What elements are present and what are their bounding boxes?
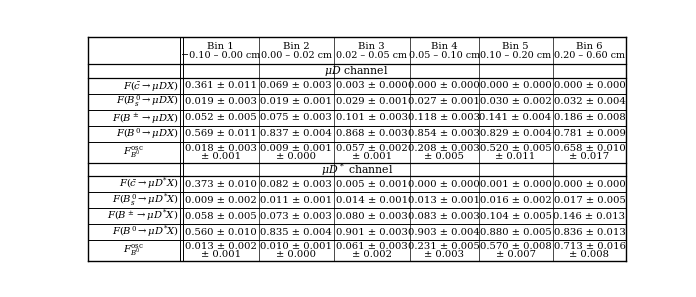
Text: 0.835 ± 0.004: 0.835 ± 0.004 — [260, 228, 332, 237]
Text: 0.061 ± 0.003: 0.061 ± 0.003 — [336, 242, 408, 251]
Text: Bin 4: Bin 4 — [431, 42, 457, 50]
Text: 0.104 ± 0.005: 0.104 ± 0.005 — [480, 212, 551, 221]
Text: ± 0.002: ± 0.002 — [351, 250, 392, 259]
Text: ± 0.011: ± 0.011 — [496, 152, 536, 161]
Text: 0.836 ± 0.013: 0.836 ± 0.013 — [553, 228, 625, 237]
Text: ± 0.001: ± 0.001 — [351, 152, 392, 161]
Text: 0.560 ± 0.010: 0.560 ± 0.010 — [185, 228, 257, 237]
Text: 0.019 ± 0.003: 0.019 ± 0.003 — [185, 97, 257, 106]
Text: 0.009 ± 0.001: 0.009 ± 0.001 — [260, 144, 332, 153]
Text: 0.118 ± 0.003: 0.118 ± 0.003 — [408, 113, 480, 122]
Text: 0.231 ± 0.005: 0.231 ± 0.005 — [408, 242, 480, 251]
Text: 0.010 ± 0.001: 0.010 ± 0.001 — [260, 242, 332, 251]
Text: 0.373 ± 0.010: 0.373 ± 0.010 — [185, 180, 257, 189]
Text: $F_{B^0}^{\rm osc}$: $F_{B^0}^{\rm osc}$ — [123, 243, 145, 258]
Text: 0.146 ± 0.013: 0.146 ± 0.013 — [553, 212, 626, 221]
Text: 0.000 ± 0.000: 0.000 ± 0.000 — [409, 180, 480, 189]
Text: 0.569 ± 0.011: 0.569 ± 0.011 — [185, 129, 257, 138]
Text: 0.018 ± 0.003: 0.018 ± 0.003 — [185, 144, 257, 153]
Text: $F(B_s^0\rightarrow\mu DX)$: $F(B_s^0\rightarrow\mu DX)$ — [116, 94, 179, 109]
Text: $F(B^\pm\rightarrow\mu DX)$: $F(B^\pm\rightarrow\mu DX)$ — [112, 111, 179, 125]
Text: 0.069 ± 0.003: 0.069 ± 0.003 — [260, 81, 332, 90]
Text: 0.000 ± 0.000: 0.000 ± 0.000 — [409, 81, 480, 90]
Text: 0.058 ± 0.005: 0.058 ± 0.005 — [185, 212, 257, 221]
Text: 0.029 ± 0.001: 0.029 ± 0.001 — [336, 97, 408, 106]
Text: 0.013 ± 0.002: 0.013 ± 0.002 — [185, 242, 257, 251]
Text: $F(B_s^0\rightarrow\mu D^{*}X)$: $F(B_s^0\rightarrow\mu D^{*}X)$ — [111, 192, 179, 209]
Text: $F_{B^0}^{\rm osc}$: $F_{B^0}^{\rm osc}$ — [123, 145, 145, 160]
Text: 0.903 ± 0.004: 0.903 ± 0.004 — [408, 228, 480, 237]
Text: $F(B^\pm\rightarrow\mu D^{*}X)$: $F(B^\pm\rightarrow\mu D^{*}X)$ — [107, 208, 179, 225]
Text: ± 0.001: ± 0.001 — [200, 152, 241, 161]
Text: 0.027 ± 0.001: 0.027 ± 0.001 — [408, 97, 480, 106]
Text: 0.101 ± 0.003: 0.101 ± 0.003 — [335, 113, 408, 122]
Text: 0.658 ± 0.010: 0.658 ± 0.010 — [553, 144, 625, 153]
Text: 0.000 ± 0.000: 0.000 ± 0.000 — [480, 81, 551, 90]
Text: $F(B^0\rightarrow\mu D^{*}X)$: $F(B^0\rightarrow\mu D^{*}X)$ — [111, 224, 179, 241]
Text: 0.011 ± 0.001: 0.011 ± 0.001 — [260, 196, 333, 205]
Text: Bin 5: Bin 5 — [503, 42, 529, 50]
Text: 0.052 ± 0.005: 0.052 ± 0.005 — [185, 113, 257, 122]
Text: $F(\bar{c}\rightarrow\mu DX)$: $F(\bar{c}\rightarrow\mu DX)$ — [123, 79, 179, 93]
Text: 0.000 ± 0.000: 0.000 ± 0.000 — [553, 180, 625, 189]
Text: 0.016 ± 0.002: 0.016 ± 0.002 — [480, 196, 551, 205]
Text: 0.837 ± 0.004: 0.837 ± 0.004 — [260, 129, 332, 138]
Text: 0.073 ± 0.003: 0.073 ± 0.003 — [260, 212, 332, 221]
Text: 0.10 – 0.20 cm: 0.10 – 0.20 cm — [480, 51, 551, 60]
Text: 0.880 ± 0.005: 0.880 ± 0.005 — [480, 228, 551, 237]
Text: 0.208 ± 0.003: 0.208 ± 0.003 — [409, 144, 480, 153]
Text: 0.005 ± 0.001: 0.005 ± 0.001 — [336, 180, 408, 189]
Text: 0.019 ± 0.001: 0.019 ± 0.001 — [260, 97, 332, 106]
Text: 0.05 – 0.10 cm: 0.05 – 0.10 cm — [409, 51, 480, 60]
Text: 0.713 ± 0.016: 0.713 ± 0.016 — [553, 242, 626, 251]
Text: 0.00 – 0.02 cm: 0.00 – 0.02 cm — [261, 51, 332, 60]
Text: 0.02 – 0.05 cm: 0.02 – 0.05 cm — [336, 51, 407, 60]
Text: $\mu D^*$ channel: $\mu D^*$ channel — [321, 161, 393, 178]
Text: 0.186 ± 0.008: 0.186 ± 0.008 — [553, 113, 625, 122]
Text: 0.829 ± 0.004: 0.829 ± 0.004 — [480, 129, 551, 138]
Text: ± 0.007: ± 0.007 — [496, 250, 535, 259]
Text: 0.030 ± 0.002: 0.030 ± 0.002 — [480, 97, 551, 106]
Text: 0.570 ± 0.008: 0.570 ± 0.008 — [480, 242, 551, 251]
Text: 0.082 ± 0.003: 0.082 ± 0.003 — [260, 180, 332, 189]
Text: Bin 6: Bin 6 — [576, 42, 603, 50]
Text: 0.361 ± 0.011: 0.361 ± 0.011 — [184, 81, 257, 90]
Text: 0.781 ± 0.009: 0.781 ± 0.009 — [553, 129, 626, 138]
Text: ± 0.001: ± 0.001 — [200, 250, 241, 259]
Text: ± 0.008: ± 0.008 — [569, 250, 610, 259]
Text: 0.014 ± 0.001: 0.014 ± 0.001 — [335, 196, 408, 205]
Text: −0.10 – 0.00 cm: −0.10 – 0.00 cm — [181, 51, 260, 60]
Text: Bin 2: Bin 2 — [283, 42, 310, 50]
Text: 0.009 ± 0.002: 0.009 ± 0.002 — [185, 196, 257, 205]
Text: 0.013 ± 0.001: 0.013 ± 0.001 — [408, 196, 480, 205]
Text: Bin 3: Bin 3 — [358, 42, 385, 50]
Text: 0.901 ± 0.003: 0.901 ± 0.003 — [336, 228, 408, 237]
Text: ± 0.000: ± 0.000 — [276, 250, 316, 259]
Text: $F(B^0\rightarrow\mu DX)$: $F(B^0\rightarrow\mu DX)$ — [116, 127, 179, 141]
Text: 0.032 ± 0.004: 0.032 ± 0.004 — [553, 97, 626, 106]
Text: ± 0.005: ± 0.005 — [424, 152, 464, 161]
Text: 0.003 ± 0.000: 0.003 ± 0.000 — [336, 81, 408, 90]
Text: 0.854 ± 0.003: 0.854 ± 0.003 — [408, 129, 480, 138]
Text: ± 0.003: ± 0.003 — [424, 250, 464, 259]
Text: 0.075 ± 0.003: 0.075 ± 0.003 — [260, 113, 332, 122]
Text: 0.017 ± 0.005: 0.017 ± 0.005 — [553, 196, 626, 205]
Text: Bin 1: Bin 1 — [207, 42, 234, 50]
Text: 0.057 ± 0.002: 0.057 ± 0.002 — [336, 144, 408, 153]
Text: 0.001 ± 0.000: 0.001 ± 0.000 — [480, 180, 551, 189]
Text: ± 0.000: ± 0.000 — [276, 152, 316, 161]
Text: 0.083 ± 0.003: 0.083 ± 0.003 — [409, 212, 480, 221]
Text: 0.20 – 0.60 cm: 0.20 – 0.60 cm — [554, 51, 625, 60]
Text: 0.141 ± 0.004: 0.141 ± 0.004 — [480, 113, 552, 122]
Text: 0.520 ± 0.005: 0.520 ± 0.005 — [480, 144, 551, 153]
Text: 0.000 ± 0.000: 0.000 ± 0.000 — [553, 81, 625, 90]
Text: $\mu D$ channel: $\mu D$ channel — [324, 64, 389, 78]
Text: 0.868 ± 0.003: 0.868 ± 0.003 — [336, 129, 408, 138]
Text: ± 0.017: ± 0.017 — [569, 152, 610, 161]
Text: $F(\bar{c}\rightarrow\mu D^{*}X)$: $F(\bar{c}\rightarrow\mu D^{*}X)$ — [119, 176, 179, 192]
Text: 0.080 ± 0.003: 0.080 ± 0.003 — [336, 212, 408, 221]
